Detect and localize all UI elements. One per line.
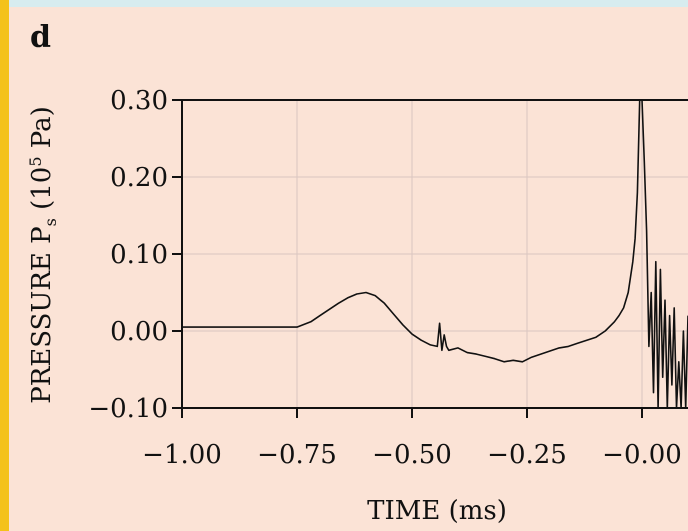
x-tick-label-0: −1.00: [142, 440, 222, 470]
y-axis-title: PRESSURE Ps (105 Pa): [26, 106, 60, 404]
x-axis-title: TIME (ms): [367, 496, 507, 526]
y-tick-label-1: 0.20: [110, 163, 168, 193]
x-tick-label-2: −0.50: [372, 440, 452, 470]
grid: [181, 99, 688, 409]
series-line-0: [182, 99, 688, 409]
y-axis-title-text: PRESSURE Ps (105 Pa): [26, 106, 60, 404]
x-tick-label-4: −0.00: [602, 440, 682, 470]
panel-label: d: [30, 20, 51, 55]
ticks: −1.00 −0.75 −0.50 −0.25 −0.00 0.30 0.20 0.10 0.0…: [88, 86, 682, 470]
x-tick-label-1: −0.75: [257, 440, 337, 470]
y-tick-label-0: 0.30: [110, 86, 168, 116]
y-tick-label-3: 0.00: [110, 317, 168, 347]
x-tick-label-3: −0.25: [487, 440, 567, 470]
top-border-strip: [0, 0, 688, 7]
y-tick-label-4: −0.10: [88, 394, 168, 424]
y-tick-label-2: 0.10: [110, 240, 168, 270]
left-accent-bar: [0, 0, 9, 531]
